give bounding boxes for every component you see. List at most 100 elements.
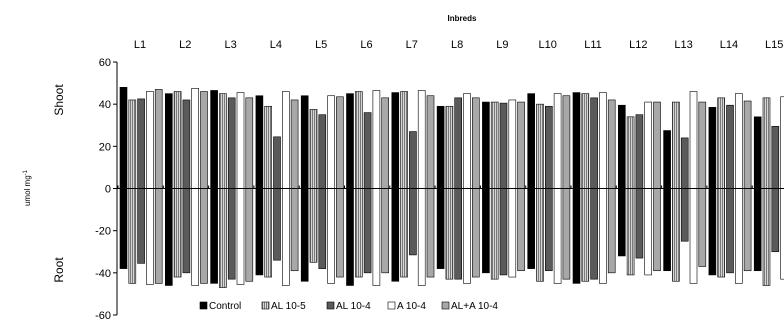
legend-swatch-2 bbox=[326, 301, 335, 310]
bar-root-l9-s0 bbox=[482, 188, 490, 274]
root-label: Root bbox=[52, 257, 66, 283]
y-tick-label-4: -20 bbox=[95, 226, 111, 238]
bar-shoot-l2-s3 bbox=[191, 88, 199, 189]
bar-root-l3-s3 bbox=[236, 188, 245, 285]
bar-shoot-l15-s3 bbox=[780, 96, 784, 189]
bar-root-l2-s0 bbox=[165, 188, 173, 286]
shoot-label: Shoot bbox=[52, 84, 66, 116]
bar-shoot-l1-s2 bbox=[137, 98, 145, 189]
bar-root-l3-s4 bbox=[245, 188, 254, 282]
bar-root-l13-s4 bbox=[698, 188, 707, 267]
bar-shoot-l1-s3 bbox=[146, 91, 154, 189]
y-axis-ticks: 60 40 20 0 -20 -40 -60 bbox=[95, 57, 117, 320]
legend-swatch-3 bbox=[387, 301, 396, 310]
bar-shoot-l8-s4 bbox=[471, 97, 480, 189]
bar-root-l15-s1 bbox=[762, 188, 771, 286]
bar-shoot-l8-s3 bbox=[463, 93, 471, 189]
legend-label-3: A 10-4 bbox=[397, 301, 426, 312]
bar-root-l3-s0 bbox=[210, 188, 218, 284]
bar-shoot-l13-s3 bbox=[689, 91, 698, 189]
category-label-10: L10 bbox=[539, 39, 557, 51]
bar-root-l11-s3 bbox=[599, 188, 607, 284]
bar-root-l10-s0 bbox=[527, 188, 536, 269]
bar-root-l10-s3 bbox=[553, 188, 562, 284]
bar-root-l11-s2 bbox=[590, 188, 598, 280]
bar-shoot-l4-s0 bbox=[255, 95, 264, 189]
bar-root-l9-s2 bbox=[499, 188, 508, 276]
bar-root-l11-s0 bbox=[572, 188, 581, 284]
y-tick-label-6: -60 bbox=[95, 310, 111, 320]
bar-root-l13-s1 bbox=[672, 188, 680, 282]
bar-shoot-l9-s4 bbox=[517, 101, 525, 189]
bar-shoot-l10-s3 bbox=[553, 93, 562, 189]
bar-shoot-l9-s3 bbox=[508, 99, 517, 189]
bar-shoot-l5-s0 bbox=[300, 95, 309, 189]
y-tick-label-2: 20 bbox=[99, 141, 111, 153]
legend-swatch-1 bbox=[261, 301, 270, 310]
bar-shoot-l5-s2 bbox=[318, 114, 327, 189]
bar-shoot-l6-s3 bbox=[372, 90, 381, 189]
category-label-15: L15 bbox=[765, 39, 783, 51]
bar-root-l7-s2 bbox=[409, 188, 417, 256]
bar-shoot-l12-s1 bbox=[626, 116, 635, 189]
bar-shoot-l14-s0 bbox=[708, 107, 717, 189]
legend-label-0: Control bbox=[209, 301, 241, 312]
bar-shoot-l9-s2 bbox=[499, 102, 508, 189]
bar-root-l3-s1 bbox=[219, 188, 227, 288]
bar-shoot-l15-s1 bbox=[762, 97, 771, 189]
bar-shoot-l12-s0 bbox=[617, 104, 626, 189]
bar-shoot-l13-s1 bbox=[672, 101, 680, 189]
y-tick-label-5: -40 bbox=[95, 268, 111, 280]
bar-root-l4-s1 bbox=[264, 188, 273, 278]
bar-shoot-l10-s1 bbox=[536, 103, 544, 189]
category-label-2: L2 bbox=[179, 39, 191, 51]
bar-shoot-l3-s2 bbox=[227, 97, 236, 189]
bar-shoot-l7-s0 bbox=[391, 92, 400, 189]
bar-shoot-l15-s0 bbox=[753, 116, 762, 189]
bar-shoot-l3-s1 bbox=[219, 93, 227, 189]
bar-root-l8-s1 bbox=[445, 188, 454, 280]
legend-label-1: AL 10-5 bbox=[271, 301, 306, 312]
bar-root-l7-s4 bbox=[426, 188, 435, 278]
bar-root-l6-s2 bbox=[363, 188, 372, 274]
bar-root-l12-s0 bbox=[617, 188, 626, 257]
bar-shoot-l7-s3 bbox=[417, 90, 426, 189]
bars bbox=[119, 87, 784, 288]
bar-root-l1-s0 bbox=[119, 188, 128, 269]
y-tick-label-1: 40 bbox=[99, 99, 111, 111]
bar-shoot-l13-s2 bbox=[680, 137, 689, 189]
bar-shoot-l12-s2 bbox=[635, 114, 644, 189]
bar-shoot-l10-s4 bbox=[562, 95, 571, 189]
bar-root-l9-s1 bbox=[490, 188, 499, 280]
bar-shoot-l1-s1 bbox=[128, 99, 137, 189]
legend-label-4: AL+A 10-4 bbox=[451, 301, 498, 312]
bar-shoot-l5-s4 bbox=[336, 96, 344, 189]
category-label-7: L7 bbox=[406, 39, 418, 51]
bar-root-l7-s3 bbox=[417, 188, 426, 286]
bar-root-l14-s4 bbox=[743, 188, 752, 272]
svg-text:umol mg-1: umol mg-1 bbox=[23, 169, 32, 206]
bar-shoot-l6-s1 bbox=[354, 91, 363, 189]
bar-root-l6-s1 bbox=[354, 188, 363, 278]
bar-root-l4-s2 bbox=[273, 188, 281, 261]
bar-root-l14-s1 bbox=[717, 188, 726, 278]
bar-shoot-l4-s2 bbox=[273, 136, 281, 189]
bar-root-l1-s4 bbox=[154, 188, 163, 284]
bar-root-l12-s4 bbox=[653, 188, 661, 272]
category-label-3: L3 bbox=[224, 39, 236, 51]
bar-root-l13-s3 bbox=[689, 188, 698, 284]
bar-root-l9-s4 bbox=[517, 188, 525, 272]
bar-root-l10-s2 bbox=[544, 188, 553, 272]
bar-shoot-l4-s4 bbox=[290, 99, 299, 189]
bar-shoot-l14-s2 bbox=[726, 104, 734, 189]
bar-root-l9-s3 bbox=[508, 188, 517, 278]
bar-shoot-l11-s1 bbox=[581, 93, 590, 189]
bar-root-l5-s3 bbox=[327, 188, 335, 284]
bar-shoot-l3-s4 bbox=[245, 97, 254, 189]
bar-root-l5-s1 bbox=[309, 188, 318, 263]
legend-label-2: AL 10-4 bbox=[336, 301, 371, 312]
y-axis-unit-superscript: -1 bbox=[23, 169, 29, 175]
category-label-1: L1 bbox=[134, 39, 146, 51]
category-label-5: L5 bbox=[315, 39, 327, 51]
bar-shoot-l12-s3 bbox=[644, 101, 653, 189]
